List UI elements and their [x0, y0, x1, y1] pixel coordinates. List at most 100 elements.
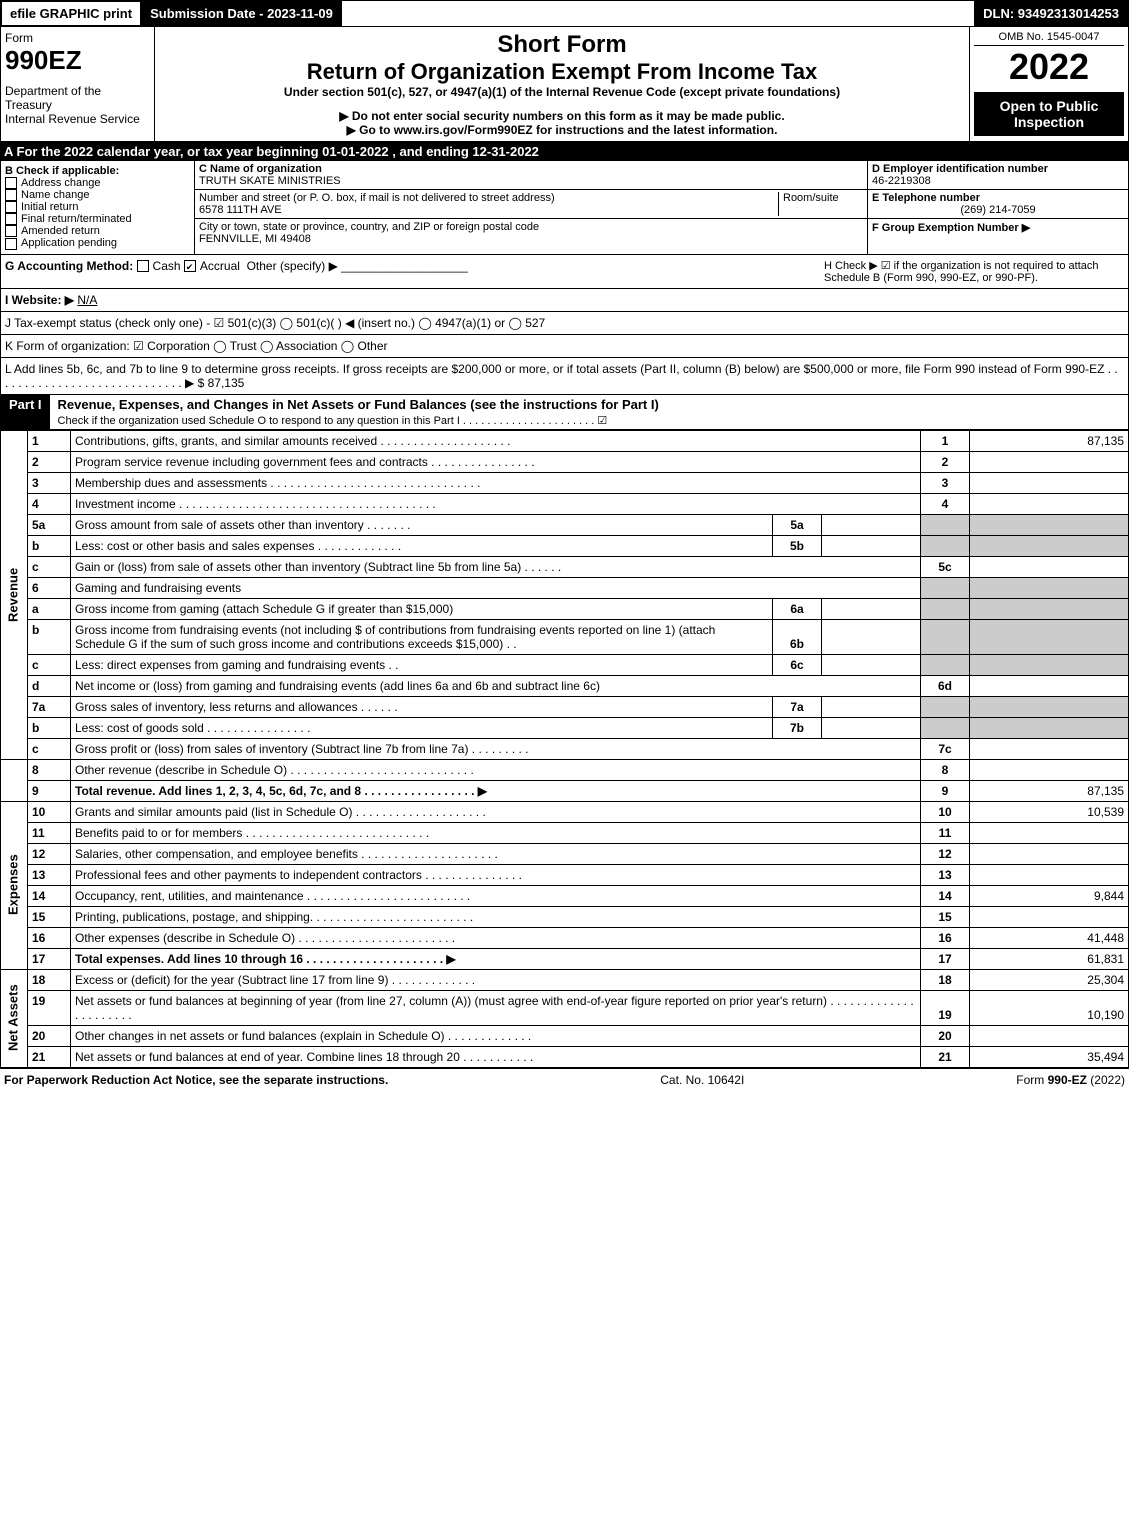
street-value: 6578 111TH AVE [199, 204, 778, 216]
line-11-desc: Benefits paid to or for members . . . . … [71, 822, 921, 843]
page-footer: For Paperwork Reduction Act Notice, see … [0, 1068, 1129, 1091]
section-c-org-info: C Name of organization TRUTH SKATE MINIS… [195, 161, 867, 254]
line-3-desc: Membership dues and assessments . . . . … [71, 472, 921, 493]
line-11-amount [970, 822, 1129, 843]
line-19-ref: 19 [921, 990, 970, 1025]
row-gh: G Accounting Method: Cash Accrual Other … [0, 255, 1129, 289]
line-5c-num: c [28, 556, 71, 577]
line-6b-shade [921, 619, 970, 654]
line-4-num: 4 [28, 493, 71, 514]
line-6d-num: d [28, 675, 71, 696]
row-l-gross-receipts: L Add lines 5b, 6c, and 7b to line 9 to … [0, 358, 1129, 395]
website-value: N/A [77, 293, 97, 307]
ssn-warning: ▶ Do not enter social security numbers o… [159, 109, 965, 123]
line-4-desc: Investment income . . . . . . . . . . . … [71, 493, 921, 514]
line-7a-shade [921, 696, 970, 717]
part-i-table: Revenue 1 Contributions, gifts, grants, … [0, 430, 1129, 1068]
line-1-desc: Contributions, gifts, grants, and simila… [71, 430, 921, 451]
final-return-checkbox[interactable] [5, 213, 17, 225]
line-14-amount: 9,844 [970, 885, 1129, 906]
final-return-label: Final return/terminated [21, 213, 132, 225]
line-13-ref: 13 [921, 864, 970, 885]
line-21-desc: Net assets or fund balances at end of ye… [71, 1046, 921, 1067]
line-3-ref: 3 [921, 472, 970, 493]
dept-label: Department of the Treasury Internal Reve… [5, 84, 150, 126]
b-label: B Check if applicable: [5, 165, 190, 177]
line-5c-desc: Gain or (loss) from sale of assets other… [71, 556, 921, 577]
line-6-shade [921, 577, 970, 598]
f-group-label: F Group Exemption Number ▶ [872, 222, 1030, 234]
application-pending-checkbox[interactable] [5, 238, 17, 250]
line-2-num: 2 [28, 451, 71, 472]
line-6b-shade2 [970, 619, 1129, 654]
line-6a-shade2 [970, 598, 1129, 619]
line-4-ref: 4 [921, 493, 970, 514]
line-6b-num: b [28, 619, 71, 654]
line-15-num: 15 [28, 906, 71, 927]
line-10-ref: 10 [921, 801, 970, 822]
line-20-num: 20 [28, 1025, 71, 1046]
goto-link[interactable]: ▶ Go to www.irs.gov/Form990EZ for instru… [159, 123, 965, 137]
line-18-ref: 18 [921, 969, 970, 990]
line-6d-desc: Net income or (loss) from gaming and fun… [71, 675, 921, 696]
line-15-desc: Printing, publications, postage, and shi… [71, 906, 921, 927]
form-990ez-page: efile GRAPHIC print Submission Date - 20… [0, 0, 1129, 1091]
line-8-amount [970, 759, 1129, 780]
line-5b-subnum: 5b [773, 535, 822, 556]
line-8-num: 8 [28, 759, 71, 780]
section-def: D Employer identification number 46-2219… [867, 161, 1128, 254]
amended-return-checkbox[interactable] [5, 225, 17, 237]
line-6c-desc: Less: direct expenses from gaming and fu… [71, 654, 773, 675]
h-schedule-b: H Check ▶ ☑ if the organization is not r… [824, 259, 1124, 284]
cash-checkbox[interactable] [137, 260, 149, 272]
line-5a-num: 5a [28, 514, 71, 535]
amended-return-label: Amended return [21, 225, 100, 237]
line-13-desc: Professional fees and other payments to … [71, 864, 921, 885]
line-5c-amount [970, 556, 1129, 577]
line-15-amount [970, 906, 1129, 927]
line-1-num: 1 [28, 430, 71, 451]
line-16-ref: 16 [921, 927, 970, 948]
line-16-amount: 41,448 [970, 927, 1129, 948]
expenses-side-label: Expenses [1, 801, 28, 969]
d-ein-label: D Employer identification number [872, 163, 1124, 175]
line-17-num: 17 [28, 948, 71, 969]
line-3-amount [970, 472, 1129, 493]
line-21-amount: 35,494 [970, 1046, 1129, 1067]
name-change-checkbox[interactable] [5, 189, 17, 201]
row-k-org-form: K Form of organization: ☑ Corporation ◯ … [0, 335, 1129, 358]
line-14-desc: Occupancy, rent, utilities, and maintena… [71, 885, 921, 906]
line-20-ref: 20 [921, 1025, 970, 1046]
line-19-num: 19 [28, 990, 71, 1025]
line-5b-subval [822, 535, 921, 556]
line-11-ref: 11 [921, 822, 970, 843]
accrual-checkbox[interactable] [184, 260, 196, 272]
name-change-label: Name change [21, 189, 90, 201]
accrual-label: Accrual [200, 259, 240, 273]
initial-return-checkbox[interactable] [5, 201, 17, 213]
line-7b-shade [921, 717, 970, 738]
line-5c-ref: 5c [921, 556, 970, 577]
line-5b-shade2 [970, 535, 1129, 556]
line-5a-shade2 [970, 514, 1129, 535]
room-suite-label: Room/suite [778, 192, 863, 216]
org-name: TRUTH SKATE MINISTRIES [199, 175, 863, 187]
line-7a-num: 7a [28, 696, 71, 717]
line-12-num: 12 [28, 843, 71, 864]
line-18-desc: Excess or (deficit) for the year (Subtra… [71, 969, 921, 990]
line-10-num: 10 [28, 801, 71, 822]
line-5b-shade [921, 535, 970, 556]
line-1-ref: 1 [921, 430, 970, 451]
form-ref: Form 990-EZ (2022) [1016, 1073, 1125, 1087]
line-12-ref: 12 [921, 843, 970, 864]
line-2-desc: Program service revenue including govern… [71, 451, 921, 472]
efile-print-button[interactable]: efile GRAPHIC print [1, 1, 141, 26]
line-19-amount: 10,190 [970, 990, 1129, 1025]
line-6a-shade [921, 598, 970, 619]
part-i-tag: Part I [1, 395, 50, 429]
paperwork-notice: For Paperwork Reduction Act Notice, see … [4, 1073, 388, 1087]
omb-number: OMB No. 1545-0047 [974, 31, 1124, 46]
line-6c-shade2 [970, 654, 1129, 675]
line-20-desc: Other changes in net assets or fund bala… [71, 1025, 921, 1046]
address-change-checkbox[interactable] [5, 177, 17, 189]
